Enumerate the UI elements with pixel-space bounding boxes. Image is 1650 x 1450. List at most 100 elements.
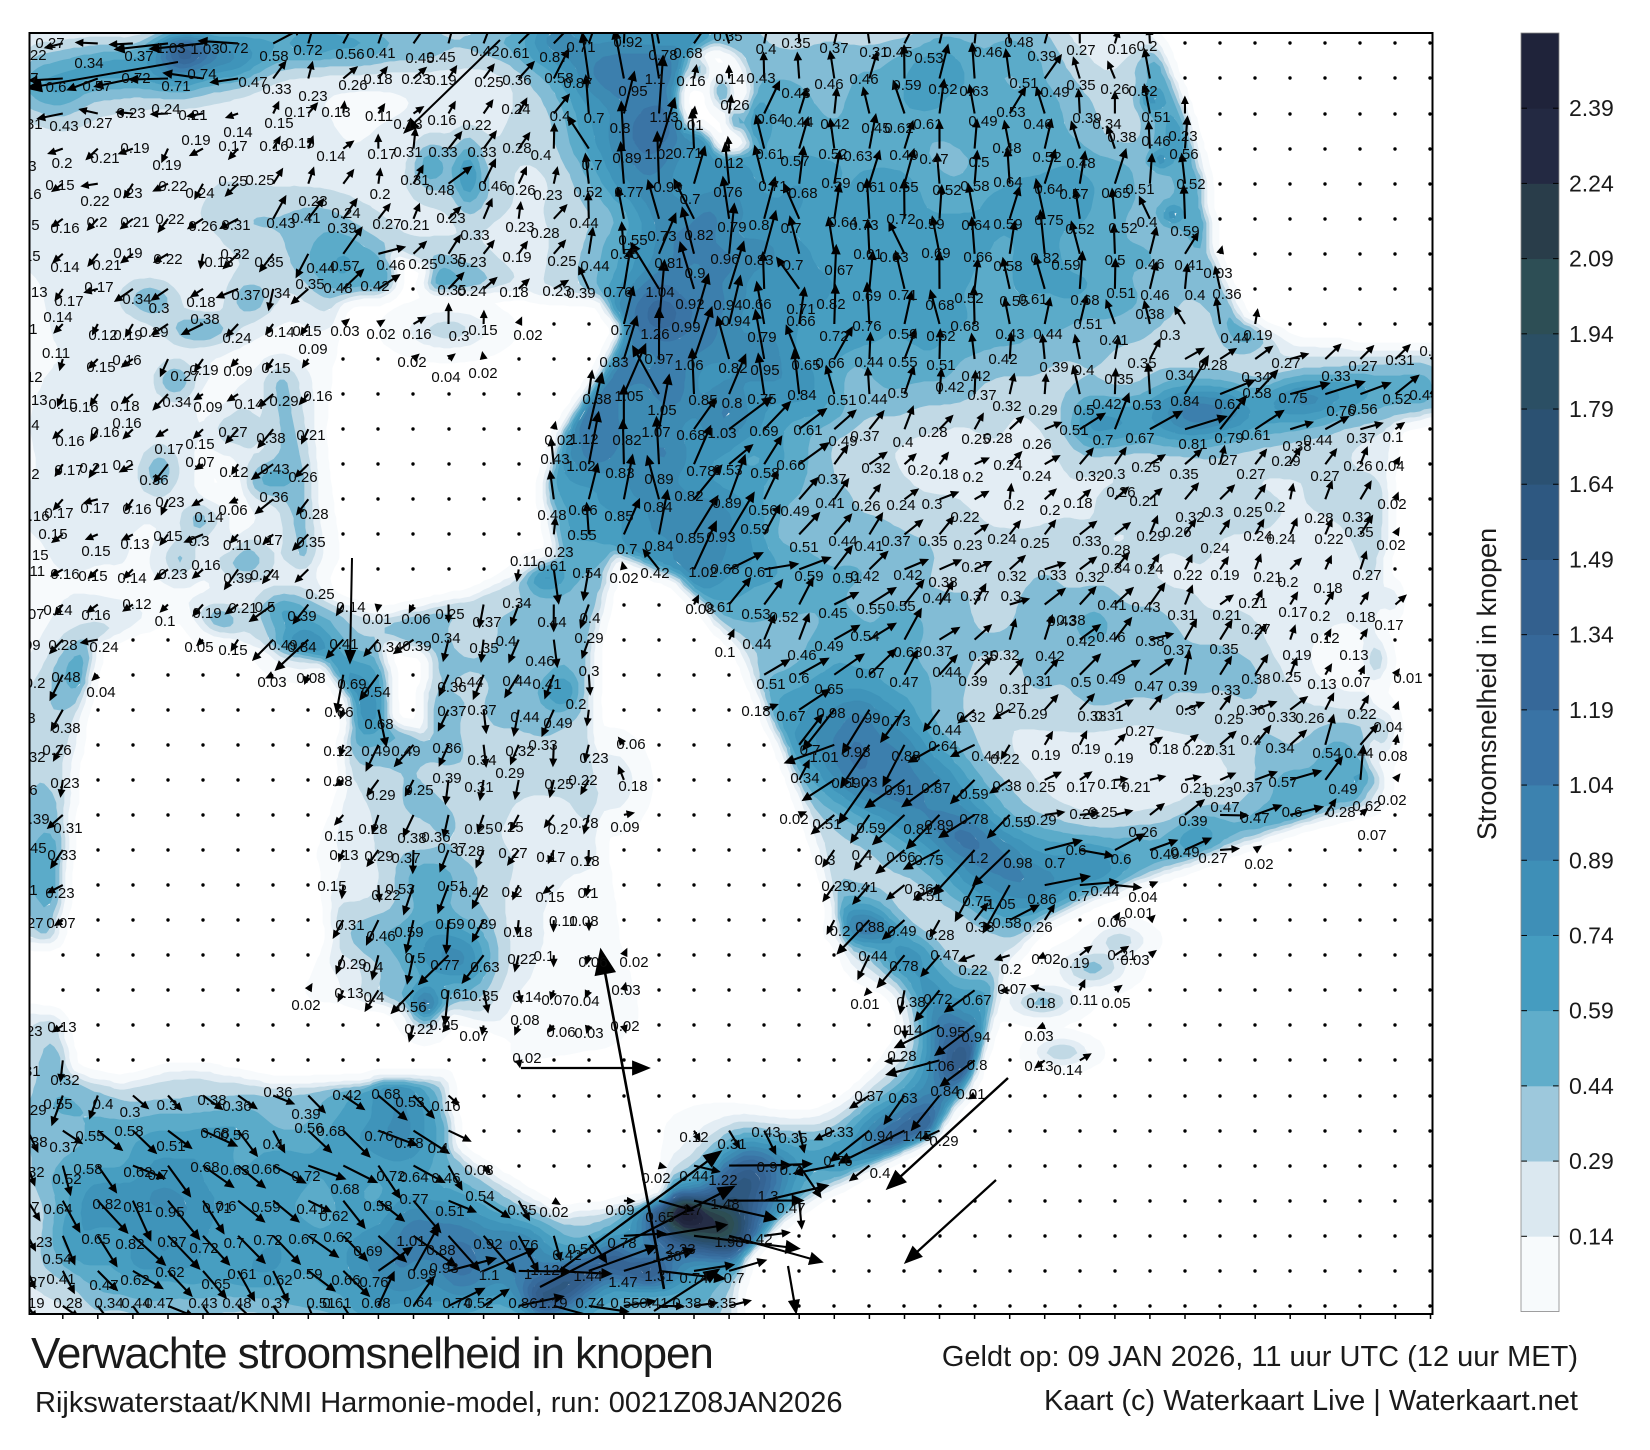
svg-text:0.32: 0.32	[505, 743, 534, 760]
svg-text:0.14: 0.14	[316, 148, 345, 165]
svg-text:0.29: 0.29	[366, 787, 395, 804]
svg-text:0.54: 0.54	[361, 684, 390, 701]
svg-text:0.09: 0.09	[11, 637, 40, 654]
svg-text:0.5: 0.5	[255, 599, 276, 616]
svg-text:0.7: 0.7	[617, 541, 638, 558]
svg-text:0.44: 0.44	[569, 215, 598, 232]
svg-text:0.62: 0.62	[120, 1272, 149, 1289]
svg-text:0.44: 0.44	[858, 391, 887, 408]
svg-text:0.57: 0.57	[1268, 774, 1297, 791]
svg-text:0.36: 0.36	[139, 472, 168, 489]
svg-text:0.37: 0.37	[261, 1295, 290, 1312]
svg-text:0.87: 0.87	[539, 49, 568, 66]
svg-text:0.26: 0.26	[720, 97, 749, 114]
svg-text:0.44: 0.44	[858, 948, 887, 965]
svg-text:0.15: 0.15	[317, 878, 346, 895]
svg-text:1.48: 1.48	[710, 1196, 739, 1213]
svg-text:0.31: 0.31	[464, 779, 493, 796]
svg-text:1.19: 1.19	[538, 1295, 567, 1312]
svg-text:0.59: 0.59	[1170, 223, 1199, 240]
svg-text:0.62: 0.62	[319, 1208, 348, 1225]
svg-text:0.12: 0.12	[1310, 630, 1339, 647]
svg-text:0.59: 0.59	[435, 916, 464, 933]
svg-text:0.37: 0.37	[967, 387, 996, 404]
svg-text:0.24: 0.24	[1022, 468, 1051, 485]
svg-text:0.78: 0.78	[959, 811, 988, 828]
svg-text:0.33: 0.33	[428, 144, 457, 161]
svg-text:0.86: 0.86	[508, 1295, 537, 1312]
svg-text:1.3: 1.3	[758, 1188, 779, 1205]
svg-text:0.26: 0.26	[288, 469, 317, 486]
svg-text:0.55: 0.55	[888, 354, 917, 371]
svg-text:0.21: 0.21	[120, 214, 149, 231]
svg-text:0.09: 0.09	[605, 1202, 634, 1219]
svg-text:0.37: 0.37	[472, 614, 501, 631]
svg-text:0.69: 0.69	[831, 775, 860, 792]
svg-text:0.14: 0.14	[1569, 1223, 1614, 1249]
svg-text:0.39: 0.39	[287, 608, 316, 625]
svg-text:0.44: 0.44	[454, 674, 483, 691]
svg-text:0.23: 0.23	[505, 219, 534, 236]
svg-text:0.82: 0.82	[115, 1236, 144, 1253]
svg-text:0.06: 0.06	[546, 1024, 575, 1041]
svg-text:0.62: 0.62	[155, 1264, 184, 1281]
svg-text:0.14: 0.14	[336, 599, 365, 616]
svg-text:0.61: 0.61	[853, 246, 882, 263]
svg-text:0.94: 0.94	[864, 1128, 893, 1145]
svg-text:1.05: 1.05	[647, 402, 676, 419]
svg-text:0.49: 0.49	[828, 433, 857, 450]
svg-text:0.1: 0.1	[715, 644, 736, 661]
svg-text:0.16: 0.16	[427, 112, 456, 129]
svg-text:0.52: 0.52	[464, 1295, 493, 1312]
svg-text:1.79: 1.79	[1569, 396, 1614, 422]
svg-text:0.68: 0.68	[788, 185, 817, 202]
svg-text:0.45: 0.45	[883, 44, 912, 61]
svg-text:0.11: 0.11	[223, 537, 251, 554]
svg-text:0.51: 0.51	[8, 882, 37, 899]
svg-text:0.66: 0.66	[742, 296, 771, 313]
svg-text:0.34: 0.34	[1101, 560, 1130, 577]
svg-text:0.14: 0.14	[1053, 1062, 1082, 1079]
svg-text:0.21: 0.21	[1253, 569, 1282, 586]
svg-text:0.29: 0.29	[337, 956, 366, 973]
svg-text:0.48: 0.48	[425, 182, 454, 199]
svg-text:0.17: 0.17	[84, 279, 113, 296]
svg-text:1.22: 1.22	[708, 1172, 737, 1189]
svg-text:0.76: 0.76	[509, 1237, 538, 1254]
svg-text:0.7: 0.7	[724, 1270, 745, 1287]
svg-text:0.28: 0.28	[358, 821, 387, 838]
svg-text:0.32: 0.32	[992, 398, 1021, 415]
svg-text:0.69: 0.69	[337, 676, 366, 693]
svg-text:0.34: 0.34	[122, 291, 151, 308]
svg-text:0.63: 0.63	[843, 148, 872, 165]
svg-text:0.5: 0.5	[888, 385, 909, 402]
svg-text:0.46: 0.46	[1023, 116, 1052, 133]
svg-text:0.19: 0.19	[1031, 747, 1060, 764]
svg-text:0.3: 0.3	[1203, 504, 1224, 521]
svg-text:0.2: 0.2	[548, 821, 569, 838]
svg-text:0.84: 0.84	[287, 639, 316, 656]
svg-text:0.23: 0.23	[50, 775, 79, 792]
svg-text:0.61: 0.61	[1241, 427, 1270, 444]
svg-text:0.37: 0.37	[231, 287, 260, 304]
svg-text:0.14: 0.14	[265, 324, 294, 341]
svg-text:0.42: 0.42	[988, 351, 1017, 368]
svg-text:0.18: 0.18	[1149, 741, 1178, 758]
svg-text:0.63: 0.63	[893, 644, 922, 661]
svg-text:0.17: 0.17	[218, 138, 247, 155]
svg-text:0.34: 0.34	[467, 752, 496, 769]
svg-text:0.21: 0.21	[1121, 779, 1150, 796]
svg-text:0.38: 0.38	[197, 1092, 226, 1109]
svg-text:0.57: 0.57	[780, 153, 809, 170]
svg-text:0.2: 0.2	[1278, 574, 1299, 591]
svg-text:0.72: 0.72	[293, 42, 322, 59]
svg-text:0.02: 0.02	[1031, 951, 1060, 968]
svg-text:0.11: 0.11	[510, 553, 538, 570]
svg-text:0.25: 0.25	[1020, 535, 1049, 552]
svg-text:0.1: 0.1	[17, 321, 38, 338]
svg-text:1.02: 1.02	[644, 146, 673, 163]
svg-text:0.15: 0.15	[324, 828, 353, 845]
svg-text:0.27: 0.27	[1271, 355, 1300, 372]
svg-text:0.7: 0.7	[1045, 855, 1066, 872]
svg-text:0.54: 0.54	[42, 1251, 71, 1268]
